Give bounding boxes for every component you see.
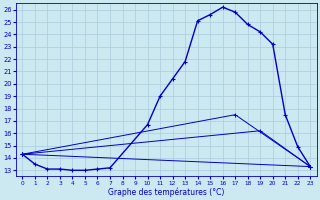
- X-axis label: Graphe des températures (°C): Graphe des températures (°C): [108, 187, 225, 197]
